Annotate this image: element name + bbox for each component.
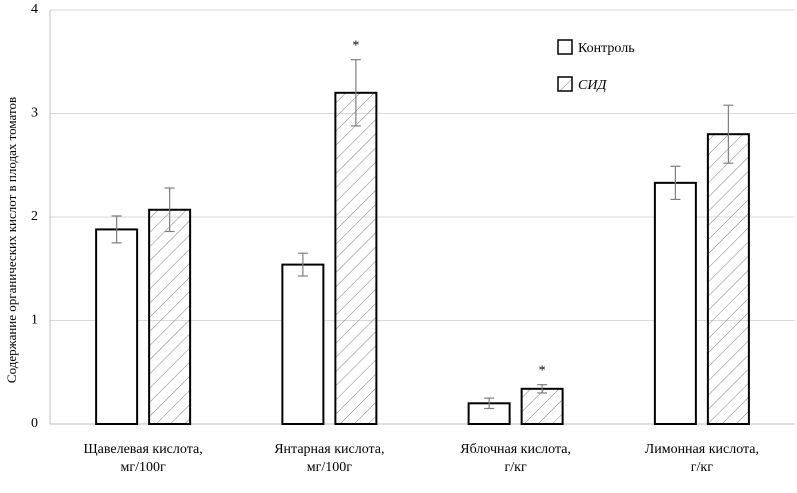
x-category-label-line: мг/100г: [121, 460, 166, 475]
y-tick-label-3: 3: [31, 106, 38, 121]
bar-1-1: [334, 91, 378, 426]
x-category-label-line: Лимонная кислота,: [645, 442, 759, 457]
legend: Контроль СИД: [557, 39, 635, 93]
bar-2-1: [520, 387, 564, 425]
significance-marker-1: *: [539, 364, 546, 379]
y-tick-label-4: 4: [31, 2, 38, 17]
y-tick-label-0: 0: [31, 416, 38, 431]
bar-0-0: [95, 228, 139, 425]
legend-label-1: СИД: [578, 78, 607, 93]
x-category-label-0: Щавелевая кислота, мг/100г: [84, 442, 203, 475]
x-category-label-line: Яблочная кислота,: [460, 442, 571, 457]
x-category-label-line: г/кг: [505, 460, 527, 475]
x-category-label-2: Яблочная кислота, г/кг: [460, 442, 571, 475]
x-category-label-line: Щавелевая кислота,: [84, 442, 203, 457]
bar-3-0: [653, 181, 697, 425]
x-category-label-1: Янтарная кислота, мг/100г: [274, 442, 384, 475]
y-tick-label-2: 2: [31, 209, 38, 224]
significance-marker-0: *: [352, 39, 359, 54]
bar-3-1: [706, 133, 750, 425]
bars: [95, 59, 750, 426]
legend-label-0: Контроль: [578, 41, 635, 56]
x-category-label-line: г/кг: [691, 460, 713, 475]
x-category-label-3: Лимонная кислота, г/кг: [645, 442, 759, 475]
bar-1-0: [281, 263, 325, 425]
y-axis-label: Содержание органических кислот в плодах …: [4, 97, 19, 383]
x-category-label-line: Янтарная кислота,: [274, 442, 384, 457]
legend-swatch-1: [557, 76, 573, 92]
y-tick-label-1: 1: [31, 313, 38, 328]
labels: 0 1 2 3 4 Щавелевая кислота, мг/100г * Янтарная …: [31, 2, 759, 475]
legend-swatch-0: [557, 39, 573, 55]
bar-0-1: [148, 208, 192, 425]
x-category-label-line: мг/100г: [307, 460, 352, 475]
